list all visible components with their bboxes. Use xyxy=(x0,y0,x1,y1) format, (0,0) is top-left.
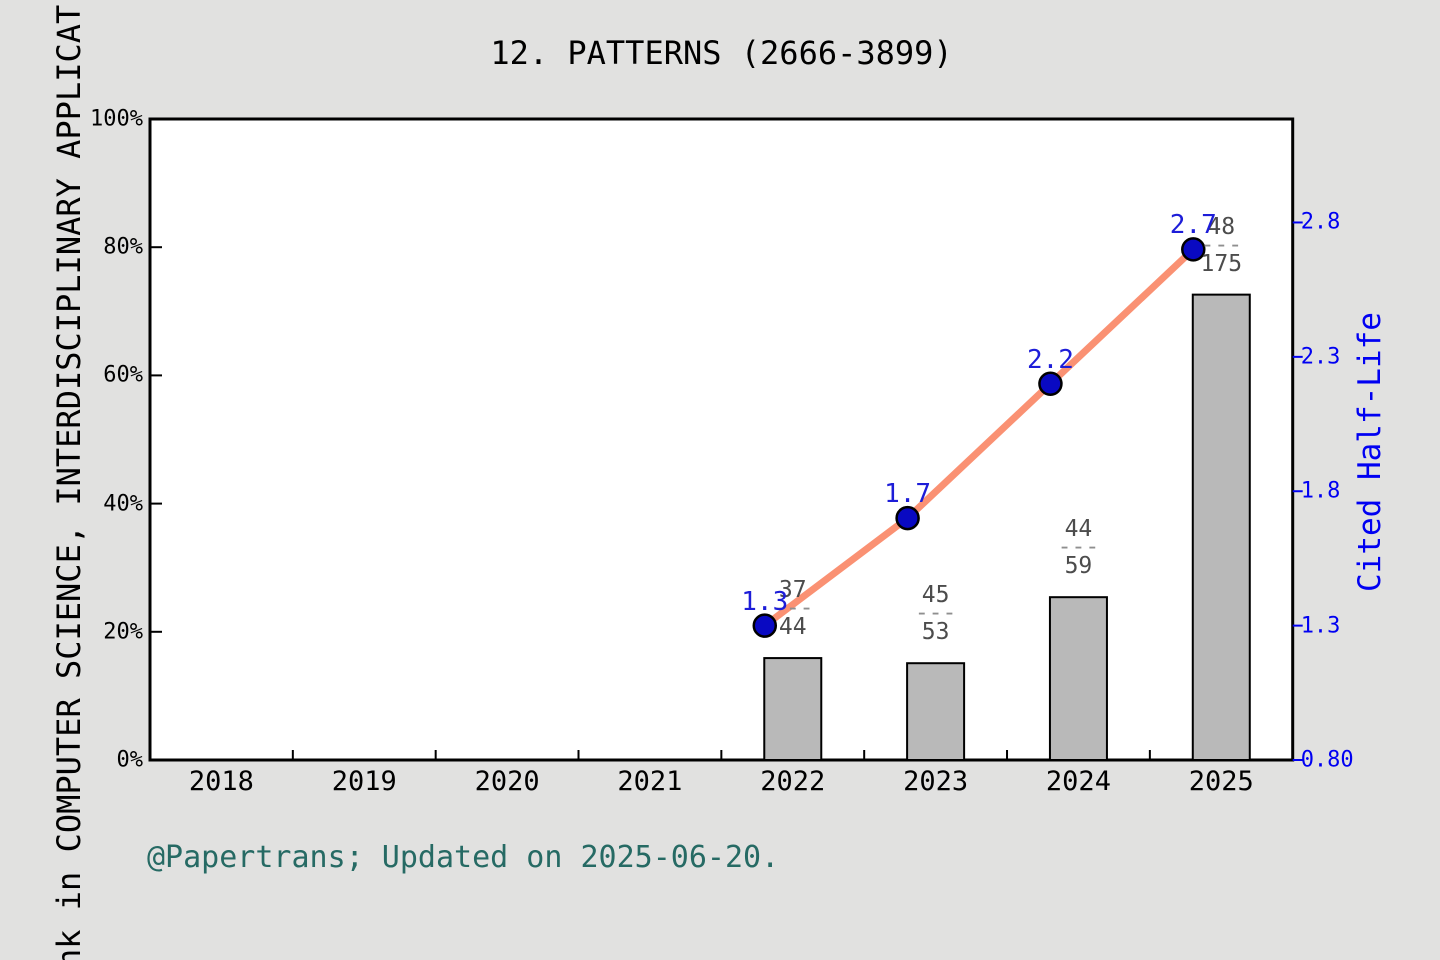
fraction-part: 48 xyxy=(1207,213,1236,240)
bar-2022 xyxy=(763,657,823,761)
line-value-label-2025: 2.7 xyxy=(1169,210,1217,241)
y-axis-tick-label: 0% xyxy=(116,747,144,773)
x-axis-tick-label: 2024 xyxy=(1045,766,1111,797)
fraction-part: 37 xyxy=(778,577,807,604)
line-value-label-2023: 1.7 xyxy=(884,479,932,510)
line-point-2024 xyxy=(1038,371,1063,396)
y-axis-tick-label: 20% xyxy=(103,619,143,645)
x-axis-tick-label: 2021 xyxy=(617,766,683,797)
y-axis-tick-label: 60% xyxy=(103,362,143,388)
fraction-part: --- xyxy=(1200,231,1243,258)
y2-axis-tick-label: 2.3 xyxy=(1300,344,1341,370)
x-axis-tick-label: 2022 xyxy=(760,766,826,797)
bar-2025 xyxy=(1191,293,1251,761)
fraction-part: 45 xyxy=(921,582,950,609)
fraction-part: 44 xyxy=(1064,516,1093,543)
y2-axis-tick-label: 0.80 xyxy=(1300,747,1354,773)
line-point-2025 xyxy=(1181,237,1206,262)
fraction-part: 53 xyxy=(921,619,950,646)
chart-title: 12. PATTERNS (2666-3899) xyxy=(490,34,953,72)
bar-2024 xyxy=(1048,596,1108,761)
x-axis-tick-label: 2023 xyxy=(903,766,969,797)
fraction-part: 44 xyxy=(778,614,807,641)
cited-half-life-line xyxy=(761,245,1197,630)
y-axis-tick-label: 80% xyxy=(103,234,143,260)
line-value-label-2022: 1.3 xyxy=(741,586,789,617)
line-point-2022 xyxy=(752,613,778,638)
x-axis-tick-label: 2019 xyxy=(331,766,397,797)
footer-credit: @Papertrans; Updated on 2025-06-20. xyxy=(147,840,780,875)
fraction-label-2022: 37 --- 44 xyxy=(772,577,814,640)
fraction-part: --- xyxy=(771,595,814,622)
y-axis-title: nk in COMPUTER SCIENCE, INTERDISCIPLINAR… xyxy=(50,4,88,960)
fraction-label-2023: 45 --- 53 xyxy=(915,582,957,645)
fraction-label-2025: 48 --- 175 xyxy=(1201,214,1243,277)
x-axis-tick-label: 2018 xyxy=(188,766,254,797)
y-axis-tick-label: 100% xyxy=(90,106,143,132)
y2-axis-tick-label: 1.8 xyxy=(1300,478,1341,504)
line-value-label-2024: 2.2 xyxy=(1026,344,1074,375)
fraction-part: --- xyxy=(914,600,957,627)
bar-2023 xyxy=(906,662,966,761)
y2-axis-tick-label: 2.8 xyxy=(1300,209,1341,235)
fraction-part: --- xyxy=(1057,534,1100,561)
fraction-label-2024: 44 --- 59 xyxy=(1058,516,1100,579)
x-axis-tick-label: 2020 xyxy=(474,766,540,797)
fraction-part: 175 xyxy=(1200,250,1243,277)
y-axis-tick-label: 40% xyxy=(103,491,143,517)
x-axis-tick-label: 2025 xyxy=(1188,766,1254,797)
y2-axis-tick-label: 1.3 xyxy=(1300,613,1341,639)
plot-area xyxy=(148,117,1295,762)
line-point-2023 xyxy=(895,505,920,531)
fraction-part: 59 xyxy=(1064,553,1093,580)
y2-axis-title: Cited Half-Life xyxy=(1352,312,1388,592)
